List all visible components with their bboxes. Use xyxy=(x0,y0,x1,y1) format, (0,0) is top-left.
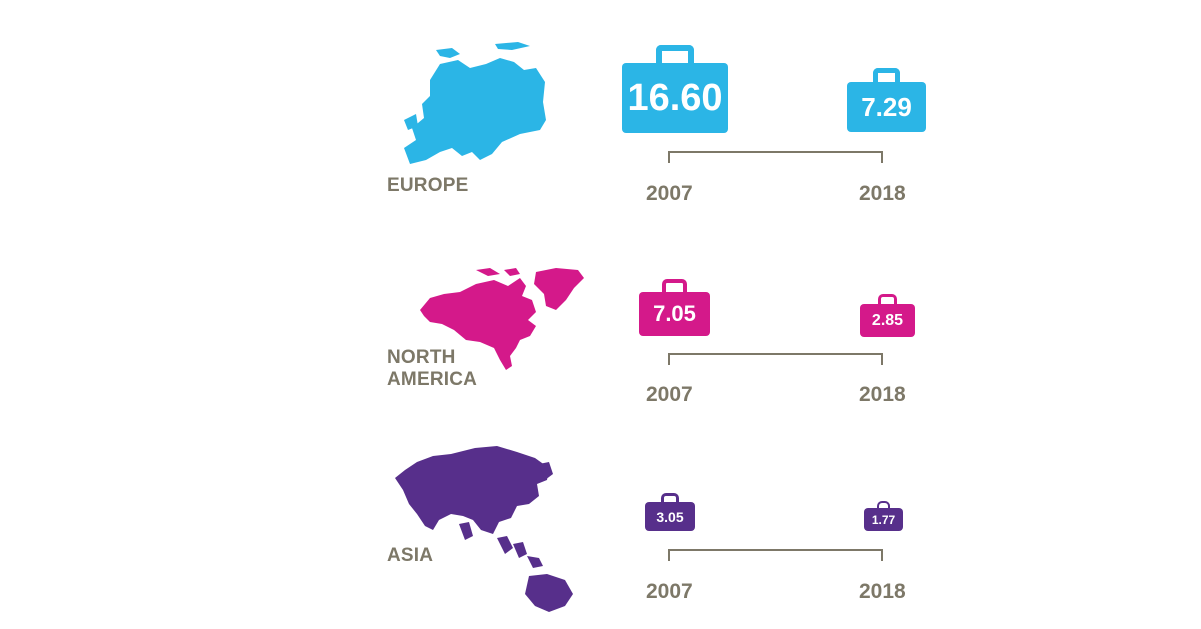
year-bracket xyxy=(668,151,883,163)
north-america-map-icon xyxy=(420,268,584,370)
value-label: 1.77 xyxy=(871,512,896,527)
asia-map-icon xyxy=(395,446,573,612)
suitcase-handle xyxy=(662,279,687,292)
year-label-2018: 2018 xyxy=(859,383,906,406)
year-label-2007: 2007 xyxy=(646,182,693,205)
value-label: 7.05 xyxy=(653,301,696,326)
suitcase-north-america-2007: 7.05 xyxy=(639,279,710,336)
value-label: 3.05 xyxy=(656,508,684,525)
suitcase-asia-2018: 1.77 xyxy=(864,501,903,531)
suitcase-body: 1.77 xyxy=(864,508,903,531)
value-label: 2.85 xyxy=(871,311,904,329)
year-label-2007: 2007 xyxy=(646,383,693,406)
suitcase-handle xyxy=(661,493,679,502)
suitcase-europe-2007: 16.60 xyxy=(622,45,728,133)
suitcase-body: 7.29 xyxy=(847,82,926,132)
suitcase-europe-2018: 7.29 xyxy=(847,68,926,132)
suitcase-body: 16.60 xyxy=(622,63,728,133)
year-label-2007: 2007 xyxy=(646,580,693,603)
suitcase-handle xyxy=(878,294,897,304)
region-label: ASIA xyxy=(387,545,434,566)
region-label: NORTH AMERICA xyxy=(387,347,478,390)
year-bracket xyxy=(668,353,883,365)
suitcase-north-america-2018: 2.85 xyxy=(860,294,915,337)
region-europe: EUROPE 16.60 7.29 2007 2018 xyxy=(0,0,1201,210)
suitcase-handle xyxy=(873,68,900,82)
suitcase-asia-2007: 3.05 xyxy=(645,493,695,531)
suitcase-body: 7.05 xyxy=(639,292,710,336)
europe-map-icon xyxy=(404,42,546,164)
year-label-2018: 2018 xyxy=(859,182,906,205)
suitcase-handle xyxy=(656,45,694,63)
year-bracket xyxy=(668,549,883,561)
year-label-2018: 2018 xyxy=(859,580,906,603)
value-label: 7.29 xyxy=(861,91,912,122)
suitcase-handle xyxy=(877,501,890,508)
region-north-america: NORTH AMERICA 7.05 2.85 2007 2018 xyxy=(387,268,915,406)
suitcase-body: 2.85 xyxy=(860,304,915,337)
value-label: 16.60 xyxy=(627,76,723,119)
suitcase-body: 3.05 xyxy=(645,502,695,531)
region-label: EUROPE xyxy=(387,175,469,196)
